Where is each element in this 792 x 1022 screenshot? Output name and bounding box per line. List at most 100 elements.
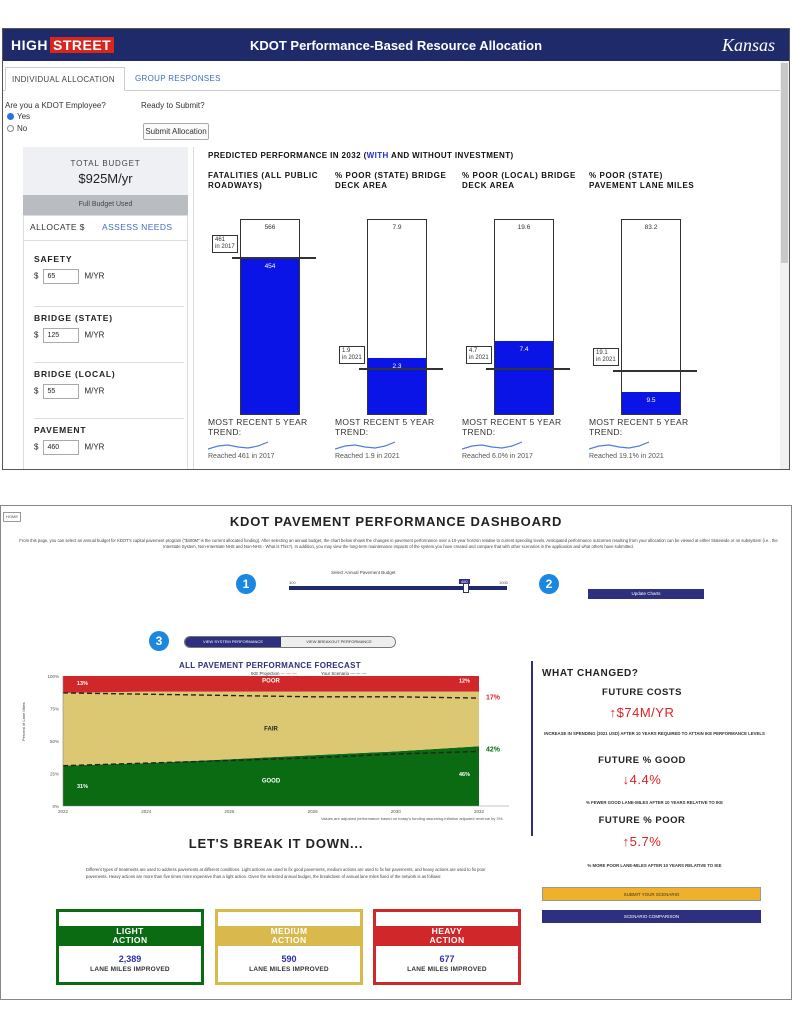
card-band: MEDIUM ACTION <box>218 926 360 946</box>
scrollbar-thumb[interactable] <box>781 63 788 263</box>
tab-assess-needs[interactable]: ASSESS NEEDS <box>102 222 173 232</box>
trend-sparkline <box>589 441 649 450</box>
reference-value: 1.9 <box>342 348 351 355</box>
alloc-label: BRIDGE (STATE) <box>34 313 113 323</box>
logo: HIGH STREET <box>11 37 115 53</box>
metric-title: % POOR (STATE) PAVEMENT LANE MILES <box>589 171 695 190</box>
action-card: MEDIUM ACTION 590 LANE MILES IMPROVED <box>215 909 363 985</box>
radio-yes[interactable]: Yes <box>7 112 30 121</box>
metric-bar: 7.9 2.3 <box>367 219 427 415</box>
radio-no-indicator[interactable] <box>7 125 14 133</box>
legend-ike: IKE Projection — — — <box>251 671 297 676</box>
alloc-bridge-state: BRIDGE (STATE) $125 M/YR <box>34 306 184 343</box>
action-card: LIGHT ACTION 2,389 LANE MILES IMPROVED <box>56 909 204 985</box>
heading-with: WITH <box>366 151 389 160</box>
metric-title: % POOR (STATE) BRIDGE DECK AREA <box>335 171 447 190</box>
tab-allocate[interactable]: ALLOCATE $ <box>30 222 85 232</box>
fair-region-label: FAIR <box>264 727 278 733</box>
y-tick-label: 0% <box>52 804 59 809</box>
card-name-2: ACTION <box>112 935 148 945</box>
sparkline-path <box>208 441 268 450</box>
total-budget-value: $925M/yr <box>78 171 133 186</box>
metric-title: % POOR (LOCAL) BRIDGE DECK AREA <box>462 171 576 190</box>
legend-label: IKE Projection <box>251 671 280 676</box>
sparkline-path <box>335 441 395 450</box>
metric-bar: 566 454 <box>240 219 300 415</box>
toggle-system-performance[interactable]: VIEW SYSTEM PERFORMANCE <box>185 637 281 647</box>
y-tick-label: 50% <box>50 739 59 744</box>
what-changed-heading: WHAT CHANGED? <box>542 668 639 679</box>
heading-part: AND WITHOUT INVESTMENT) <box>388 151 514 160</box>
reference-box: 19.1 in 2021 <box>593 348 619 367</box>
poor-start-label: 13% <box>77 681 88 687</box>
divider-line <box>531 661 533 836</box>
tab-individual-allocation[interactable]: INDIVIDUAL ALLOCATION <box>5 67 125 91</box>
safety-input[interactable]: 65 <box>43 269 80 284</box>
slider-max: 1000 <box>499 580 508 585</box>
sparkline-path <box>589 441 649 450</box>
area-fair <box>63 691 479 766</box>
future-costs-value: ↑$74M/YR <box>609 705 675 720</box>
area-good <box>63 746 479 806</box>
tab-group-responses[interactable]: GROUP RESPONSES <box>135 74 221 83</box>
update-charts-button[interactable]: Update Charts <box>588 589 704 599</box>
full-budget-status: Full Budget Used <box>23 195 188 215</box>
bar-fill <box>368 357 426 414</box>
x-tick-label: 2026 <box>224 809 235 814</box>
bridge-local-input[interactable]: 55 <box>43 384 80 399</box>
scrollbar[interactable] <box>780 61 789 469</box>
step-2-badge: 2 <box>539 574 559 594</box>
breakdown-title: LET'S BREAK IT DOWN... <box>188 836 364 851</box>
bridge-state-input[interactable]: 125 <box>43 328 80 343</box>
submit-allocation-button[interactable]: Submit Allocation <box>143 123 209 140</box>
bar-max-label: 19.6 <box>517 224 531 231</box>
radio-no[interactable]: No <box>7 124 27 133</box>
legend-swatch: — — — <box>280 671 297 676</box>
future-costs-head: FUTURE COSTS <box>602 687 682 698</box>
budget-slider[interactable] <box>289 586 507 590</box>
radio-yes-indicator[interactable] <box>7 113 14 121</box>
card-sub: LANE MILES IMPROVED <box>249 966 329 973</box>
card-sub: LANE MILES IMPROVED <box>407 966 487 973</box>
submit-scenario-button[interactable]: SUBMIT YOUR SCENARIO <box>542 887 761 901</box>
alloc-label: PAVEMENT <box>34 425 87 435</box>
unit-label: M/YR <box>84 330 105 340</box>
performance-view-toggle[interactable]: VIEW SYSTEM PERFORMANCE VIEW BREAKOUT PE… <box>184 636 396 648</box>
home-button[interactable]: HOME <box>3 512 21 522</box>
reference-year: in 2021 <box>342 355 362 362</box>
logo-left-text: HIGH <box>11 37 48 53</box>
y-tick-label: 75% <box>50 707 59 712</box>
poor-end-label: 12% <box>459 679 470 685</box>
logo-right-text: STREET <box>50 37 115 53</box>
slider-handle[interactable] <box>463 583 469 593</box>
total-budget-label: TOTAL BUDGET <box>70 159 141 168</box>
reference-box: 461 in 2017 <box>212 234 238 253</box>
x-tick-label: 2024 <box>141 809 152 814</box>
good-start-label: 31% <box>77 784 88 790</box>
currency-sign: $ <box>34 330 39 340</box>
app-header: HIGH STREET KDOT Performance-Based Resour… <box>3 29 789 61</box>
good-end-label: 46% <box>459 772 470 778</box>
sparkline-path <box>462 441 522 450</box>
card-name-2: ACTION <box>271 935 307 945</box>
bar-max-label: 566 <box>264 224 276 231</box>
future-poor-value: ↑5.7% <box>622 834 662 849</box>
card-value: 2,389 <box>118 954 142 964</box>
ike-good-end-label: 42% <box>486 746 501 753</box>
reference-line <box>232 256 316 259</box>
alloc-label: BRIDGE (LOCAL) <box>34 369 116 379</box>
trend-label: MOST RECENT 5 YEAR TREND: <box>208 417 308 437</box>
currency-sign: $ <box>34 442 39 452</box>
allocation-app-window: HIGH STREET KDOT Performance-Based Resour… <box>2 28 790 470</box>
pavement-input[interactable]: 460 <box>43 440 80 455</box>
predicted-heading: PREDICTED PERFORMANCE IN 2032 (WITH AND … <box>208 151 514 160</box>
scenario-comparison-button[interactable]: SCENARIO COMPARISON <box>542 910 761 923</box>
ike-good-line <box>62 750 480 767</box>
card-band: LIGHT ACTION <box>59 926 201 946</box>
card-sub: LANE MILES IMPROVED <box>90 966 170 973</box>
unit-label: M/YR <box>84 386 105 396</box>
breakdown-description: Different types of treatments are used t… <box>86 867 486 879</box>
trend-note: Reached 461 in 2017 <box>208 453 275 460</box>
bar-value-label: 7.4 <box>519 345 529 353</box>
toggle-breakout-performance[interactable]: VIEW BREAKOUT PERFORMANCE <box>281 637 395 647</box>
